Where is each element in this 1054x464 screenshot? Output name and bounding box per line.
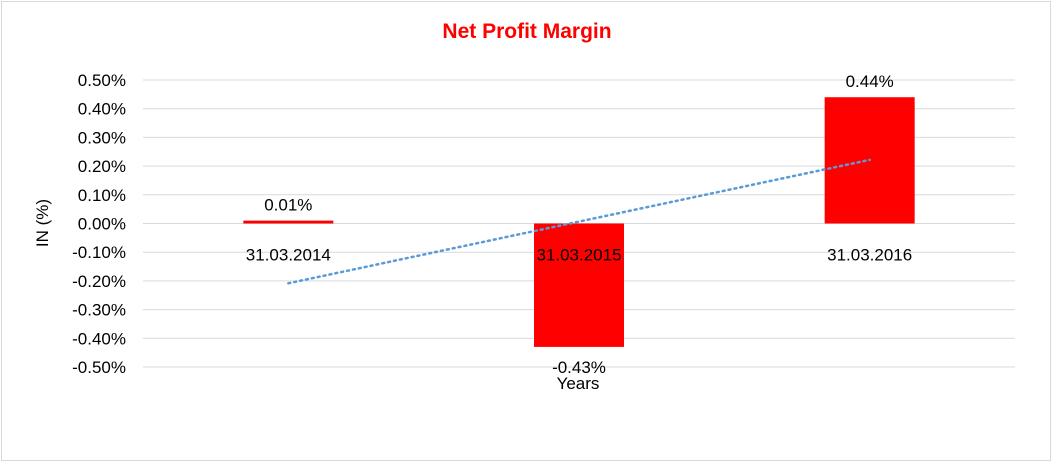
y-tick-label: 0.30% <box>78 128 126 147</box>
x-axis-label: Years <box>557 374 600 393</box>
bar-31.03.2014 <box>243 220 334 224</box>
data-label: 0.01% <box>264 196 312 215</box>
category-label: 31.03.2016 <box>827 246 912 265</box>
y-tick-label: 0.40% <box>78 100 126 119</box>
y-tick-label: 0.20% <box>78 157 126 176</box>
category-label: 31.03.2014 <box>246 246 331 265</box>
data-label: 0.44% <box>846 72 894 91</box>
y-tick-label: -0.40% <box>72 329 126 348</box>
y-tick-label: 0.10% <box>78 186 126 205</box>
y-tick-label: 0.50% <box>78 71 126 90</box>
y-tick-label: -0.20% <box>72 272 126 291</box>
trendline <box>287 158 871 285</box>
y-tick-label: -0.50% <box>72 358 126 377</box>
y-tick-label: 0.00% <box>78 215 126 234</box>
y-axis-label: IN (%) <box>33 199 52 247</box>
y-tick-label: -0.30% <box>72 301 126 320</box>
y-tick-label: -0.10% <box>72 243 126 262</box>
category-label: 31.03.2015 <box>536 246 621 265</box>
data-label: -0.43% <box>552 358 606 377</box>
chart-title: Net Profit Margin <box>442 20 611 43</box>
bar-31.03.2015 <box>534 223 624 347</box>
